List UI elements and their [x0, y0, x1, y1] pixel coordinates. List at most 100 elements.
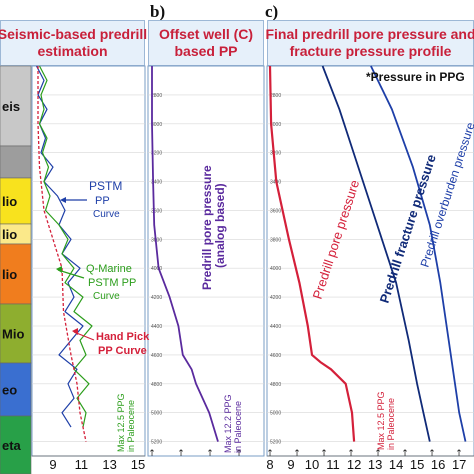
strat-band — [0, 362, 32, 417]
strat-label: eo — [2, 383, 17, 398]
strat-band — [0, 243, 32, 305]
y-tick-label: 3400 — [151, 180, 162, 186]
series-line-predrill-pore-pressure-analog-based- — [151, 66, 219, 442]
y-tick-label: 5200 — [151, 440, 162, 446]
x-tick-label: 12 — [347, 457, 361, 472]
strat-label: lio — [2, 227, 17, 242]
panel-2-plot-area — [266, 65, 474, 457]
x-tick-label: 16 — [431, 457, 445, 472]
strat-band — [0, 145, 32, 179]
y-tick-label: 3000 — [270, 122, 281, 128]
strat-band — [0, 303, 32, 364]
predrill-pp-label-b: Predrill pore pressure — [200, 165, 214, 290]
y-tick-label: 3600 — [270, 208, 281, 214]
paleocene-label-b: in Paleocene — [233, 401, 243, 453]
x-tick-label: 10 — [305, 457, 319, 472]
max-ppg-label-a: Max 12.5 PPG — [116, 393, 126, 452]
panel-a-title-line1: Seismic-based predrill — [0, 26, 148, 42]
tick-arrow-icon: ↑ — [320, 449, 328, 459]
x-tick-label: 11 — [326, 457, 340, 472]
x-tick-label: 9 — [49, 457, 56, 472]
handpick-arrowhead-icon — [72, 328, 78, 335]
panel-b-title-line2: based PP — [174, 43, 238, 59]
y-tick-label: 2800 — [151, 93, 162, 99]
tick-arrow-icon: ↑ — [266, 449, 274, 459]
x-tick-label: 14 — [389, 457, 403, 472]
analog-based-label: (analog based) — [213, 183, 227, 268]
panel-b-title-line1: Offset well (C) — [158, 26, 254, 42]
y-tick-label: 4400 — [270, 324, 281, 330]
strat-band — [0, 177, 32, 225]
panel-a-header: Seismic-based predrill estimation — [0, 20, 148, 66]
strat-label: eta — [2, 438, 22, 453]
tick-arrow-icon: ↑ — [347, 449, 355, 459]
qmarine-pstm-label: PSTM PP — [88, 277, 136, 289]
y-tick-label: 4800 — [151, 382, 162, 388]
tick-arrow-icon: ↑ — [177, 449, 185, 459]
pressure-note: *Pressure in PPG — [366, 70, 465, 84]
x-tick-label: 8 — [266, 457, 273, 472]
strat-label: lio — [2, 194, 17, 209]
y-tick-label: 4600 — [270, 353, 281, 359]
y-tick-label: 3800 — [270, 237, 281, 243]
qmarine-curve-label: Curve — [93, 291, 120, 302]
strat-band — [0, 415, 32, 474]
panel-1-plot-area — [147, 65, 265, 457]
y-tick-label: 3200 — [270, 151, 281, 157]
panel-a-title-line2: estimation — [37, 43, 108, 59]
qmarine-arrowhead-icon — [56, 266, 62, 273]
panel-c-header: Final predrill pore pressure and fractur… — [265, 20, 474, 66]
max-ppg-label-c: Max 12.5 PPG — [376, 391, 386, 450]
strat-label: Mio — [2, 327, 24, 342]
series-line-predrill-pore-pressure — [268, 65, 356, 442]
handpick-label: Hand Pick — [96, 331, 150, 343]
y-tick-label: 4800 — [270, 382, 281, 388]
panel-b-letter: b) — [150, 2, 166, 21]
tick-arrow-icon: ↑ — [455, 449, 463, 459]
series-line-predrill-overburden-pressure — [370, 65, 467, 442]
pstm-label: PSTM — [89, 179, 122, 193]
x-tick-label: 15 — [410, 457, 424, 472]
panel-c-title-line1: Final predrill pore pressure and — [265, 26, 474, 42]
paleocene-label-c: in Paleocene — [386, 398, 396, 450]
y-tick-label: 4600 — [151, 353, 162, 359]
x-tick-label: 13 — [102, 457, 116, 472]
y-tick-label: 3200 — [151, 151, 162, 157]
x-tick-label: 11 — [75, 457, 89, 472]
tick-arrow-icon: ↑ — [235, 449, 243, 459]
panel-0-plot-area — [31, 65, 146, 457]
pstm-pp-label: PP — [95, 195, 110, 207]
series-line-predrill-fracture-pressure — [321, 65, 431, 442]
y-tick-label: 2800 — [270, 93, 281, 99]
panel-b-header: Offset well (C) based PP — [148, 20, 264, 66]
strat-label: lio — [2, 267, 17, 282]
pstm-curve-label: Curve — [93, 209, 120, 220]
y-tick-label: 5000 — [151, 411, 162, 417]
tick-arrow-icon: ↑ — [206, 449, 214, 459]
handpick-pp-label: PP Curve — [98, 345, 147, 357]
x-tick-label: 17 — [452, 457, 466, 472]
y-tick-label: 4000 — [151, 266, 162, 272]
y-tick-label: 4000 — [270, 266, 281, 272]
series-line-q-marine-pstm-pp-curve — [38, 65, 93, 428]
tick-arrow-icon: ↑ — [428, 449, 436, 459]
tick-arrow-icon: ↑ — [374, 449, 382, 459]
y-tick-label: 5200 — [270, 440, 281, 446]
tick-arrow-icon: ↑ — [293, 449, 301, 459]
y-tick-label: 4200 — [270, 295, 281, 301]
tick-arrow-icon: ↑ — [401, 449, 409, 459]
panel-c-title-line2: fracture pressure profile — [289, 43, 452, 59]
x-tick-label: 13 — [368, 457, 382, 472]
y-tick-label: 4400 — [151, 324, 162, 330]
y-tick-label: 5000 — [270, 411, 281, 417]
y-tick-label: 3000 — [151, 122, 162, 128]
y-tick-label: 4200 — [151, 295, 162, 301]
x-tick-label: 9 — [287, 457, 294, 472]
strat-label: eis — [2, 99, 20, 114]
tick-arrow-icon: ↑ — [148, 449, 156, 459]
paleocene-label-a: in Paleocene — [126, 400, 136, 452]
panel-c-letter: c) — [265, 2, 279, 21]
pstm-arrowhead-icon — [60, 197, 66, 203]
